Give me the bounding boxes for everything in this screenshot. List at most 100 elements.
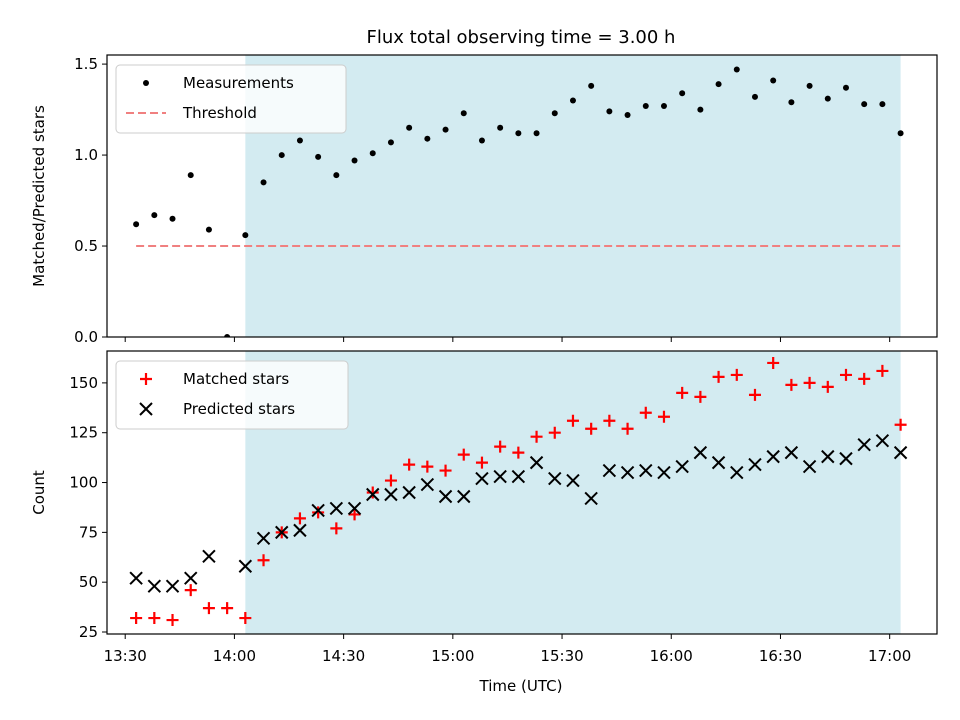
predicted-stars-point	[639, 463, 653, 478]
measurements-point	[242, 232, 249, 239]
matched-stars-point	[166, 614, 179, 627]
predicted-stars-point	[821, 449, 835, 464]
predicted-stars-point	[657, 465, 671, 480]
matched-stars-point	[585, 422, 598, 435]
matched-stars-point	[639, 406, 652, 419]
matched-stars-point	[293, 512, 306, 525]
matched-stars-point	[384, 474, 397, 487]
predicted-stars-point	[129, 571, 143, 585]
measurements-point	[788, 99, 795, 106]
measurements-point	[861, 101, 868, 108]
legend: Measurements Threshold	[115, 64, 347, 134]
legend-label-matched-stars: Matched stars	[183, 370, 289, 388]
y-tick-label: 50	[79, 573, 98, 591]
measurements-point	[478, 137, 485, 144]
y-tick-label: 150	[69, 374, 98, 392]
measurements-point	[606, 108, 613, 115]
predicted-stars-point	[384, 487, 398, 502]
matched-stars-point	[221, 602, 234, 615]
measurements-point	[169, 215, 176, 222]
matched-stars-point	[894, 418, 907, 431]
predicted-stars-point	[602, 463, 617, 478]
measurements-point	[260, 179, 267, 186]
measurements-point	[588, 82, 595, 89]
measurements-point	[424, 135, 431, 142]
measurements-point	[224, 334, 231, 337]
matched-stars-point	[202, 602, 215, 615]
axes-frame	[106, 350, 938, 635]
x-tick-label: 13:30	[104, 647, 147, 665]
matched-stars-point	[839, 368, 852, 381]
measurements-point	[569, 97, 576, 104]
predicted-stars-point	[893, 445, 908, 460]
measurements-point	[642, 102, 649, 109]
x-tick-label: 16:00	[650, 647, 693, 665]
predicted-stars-point	[839, 451, 853, 466]
matched-stars-point	[130, 612, 143, 625]
chart-title: Flux total observing time = 3.00 h	[367, 27, 676, 48]
x-tick-label: 14:30	[322, 647, 365, 665]
predicted-stars-point	[311, 503, 325, 518]
measurements-point	[715, 81, 722, 88]
matched-stars-point	[184, 584, 197, 597]
predicted-stars-point	[730, 465, 744, 480]
matched-stars-point	[876, 364, 889, 377]
measurements-point	[187, 172, 194, 179]
matched-stars-point	[512, 446, 525, 459]
measurements-point	[406, 124, 413, 131]
measurements-point	[660, 102, 667, 109]
predicted-stars-point	[693, 445, 708, 460]
matched-stars-point	[858, 372, 871, 385]
x-tick-label: 15:00	[431, 647, 474, 665]
measurements-point	[624, 112, 631, 119]
legend-marker-measurements	[143, 80, 149, 86]
matched-stars-point	[403, 458, 416, 471]
matched-stars-point	[785, 378, 798, 391]
measurements-point	[315, 153, 322, 160]
matched-stars-point	[621, 422, 634, 435]
measurements-point	[733, 66, 740, 73]
predicted-stars-point	[620, 465, 635, 480]
measurements-point	[151, 212, 158, 219]
y-tick-label: 75	[79, 523, 98, 541]
matched-stars-point	[330, 522, 343, 535]
predicted-stars-point	[329, 501, 344, 516]
matched-stars-point	[257, 554, 270, 567]
predicted-stars-point	[366, 487, 380, 502]
legend-box	[115, 360, 349, 430]
predicted-stars-point	[238, 559, 253, 573]
legend-label-predicted-stars: Predicted stars	[183, 400, 295, 418]
matched-stars-point	[439, 464, 452, 477]
matched-stars-point	[657, 410, 670, 423]
predicted-stars-point	[675, 459, 689, 474]
predicted-stars-point	[457, 489, 471, 504]
matched-stars-point	[530, 430, 543, 443]
predicted-stars-point	[256, 531, 271, 546]
predicted-stars-point	[293, 523, 307, 538]
predicted-stars-point	[347, 501, 362, 516]
matched-stars-point	[457, 448, 470, 461]
predicted-stars-point	[875, 433, 890, 448]
measurements-point	[515, 130, 522, 137]
x-tick-label: 15:30	[540, 647, 583, 665]
y-tick-label: 25	[79, 623, 98, 641]
matched-stars-point	[748, 388, 761, 401]
measurements-point	[533, 130, 540, 137]
measurements-point	[205, 226, 212, 233]
predicted-stars-point	[566, 473, 580, 488]
predicted-stars-point	[202, 549, 216, 563]
predicted-stars-point	[511, 469, 526, 484]
measurements-point	[842, 84, 849, 91]
measurements-point	[897, 130, 904, 137]
measurements-point	[387, 139, 394, 146]
measurements-point	[460, 110, 467, 117]
ratio-panel: 0.0 0.5 1.0 1.5 Matched/Predicted stars Measu…	[30, 54, 938, 346]
matched-stars-point	[548, 426, 561, 439]
predicted-stars-point	[475, 471, 489, 486]
legend-box	[115, 64, 347, 134]
matched-stars-point	[730, 368, 743, 381]
predicted-stars-point	[165, 579, 180, 593]
measurements-point	[551, 110, 558, 117]
measurements-point	[442, 126, 449, 133]
matched-stars-point	[312, 506, 325, 519]
